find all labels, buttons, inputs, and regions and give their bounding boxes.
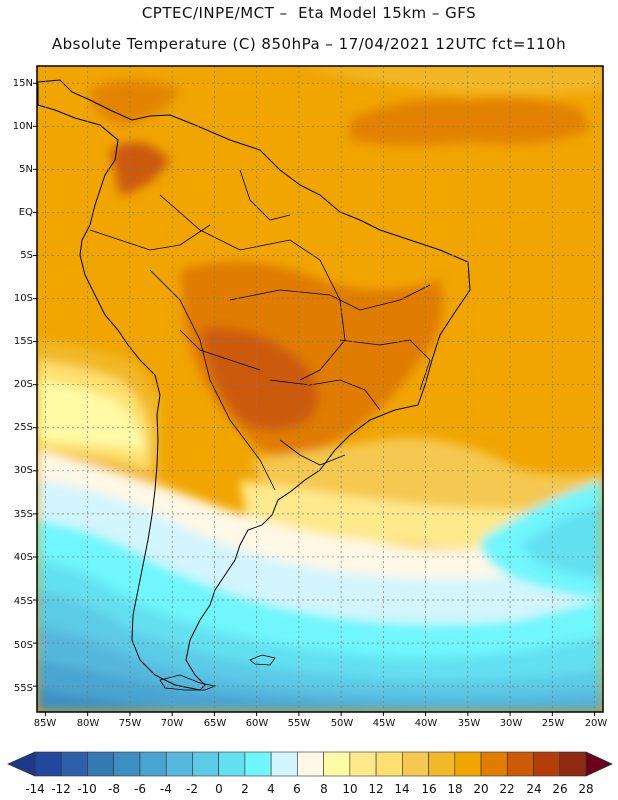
lat-tick-label: 15N	[13, 78, 33, 89]
lon-tick-label: 25W	[542, 718, 565, 729]
colorbar-label: -14	[25, 782, 45, 796]
lat-tick-label: 5N	[19, 164, 33, 175]
lat-tick-label: 35S	[14, 509, 33, 520]
colorbar-label: 10	[342, 782, 357, 796]
colorbar-label: -10	[77, 782, 97, 796]
map-frame	[36, 65, 604, 713]
country-border	[179, 329, 261, 371]
colorbar-label: 4	[267, 782, 275, 796]
lon-tick-label: 35W	[458, 718, 481, 729]
lat-tick-label: 45S	[14, 596, 33, 607]
lon-tick-label: 85W	[34, 718, 57, 729]
lon-tick-label: 80W	[77, 718, 100, 729]
colorbar-swatch	[297, 751, 324, 777]
colorbar-swatch	[34, 751, 62, 777]
colorbar-label: 20	[473, 782, 488, 796]
colorbar-swatch	[559, 751, 587, 777]
colorbar-swatch	[480, 751, 508, 777]
colorbar-label: 26	[552, 782, 567, 796]
lat-tick-label: 55S	[14, 683, 33, 694]
island-outline	[249, 654, 276, 666]
colorbar-swatch	[165, 751, 193, 777]
state-border	[339, 339, 431, 391]
state-border	[269, 379, 381, 411]
lon-tick-label: 55W	[288, 718, 311, 729]
state-border	[279, 439, 346, 466]
colorbar-label: -8	[108, 782, 120, 796]
map-subtitle: Absolute Temperature (C) 850hPa – 17/04/…	[51, 35, 567, 53]
colorbar-swatch	[87, 751, 115, 777]
colorbar-label: -6	[134, 782, 146, 796]
lat-tick-label: 40S	[14, 552, 33, 563]
colorbar: -14 -12 -10 -8 -6 -4 -2 0 2 4 6 8 10 12 …	[7, 751, 613, 796]
lat-tick-label: 20S	[14, 379, 33, 390]
lat-tick-label: 15S	[14, 336, 33, 347]
lat-tick-label: 50S	[14, 640, 33, 651]
colorbar-swatch	[192, 751, 219, 777]
colorbar-swatch	[454, 751, 482, 777]
colorbar-label: 18	[447, 782, 462, 796]
longitude-axis: 85W 80W 75W 70W 65W 60W 55W 50W 45W 40W …	[34, 718, 608, 729]
colorbar-swatch	[218, 751, 246, 777]
colorbar-label: 2	[241, 782, 249, 796]
lon-tick-label: 65W	[204, 718, 227, 729]
map-title: CPTEC/INPE/MCT – Eta Model 15km – GFS	[141, 4, 477, 22]
lon-tick-label: 20W	[585, 718, 608, 729]
colorbar-swatch	[270, 751, 298, 777]
colorbar-swatch	[428, 751, 456, 777]
colorbar-swatch	[139, 751, 167, 777]
colorbar-label: 22	[499, 782, 514, 796]
colorbar-swatch	[60, 751, 88, 777]
colorbar-labels: -14 -12 -10 -8 -6 -4 -2 0 2 4 6 8 10 12 …	[25, 782, 593, 796]
colorbar-label: 14	[394, 782, 409, 796]
colorbar-high-arrow	[585, 751, 613, 777]
colorbar-label: 28	[578, 782, 593, 796]
lon-tick-label: 75W	[119, 718, 142, 729]
colorbar-label: -2	[186, 782, 198, 796]
colorbar-swatch	[113, 751, 141, 777]
lon-tick-label: 40W	[415, 718, 438, 729]
colorbar-swatch	[349, 751, 377, 777]
country-border	[149, 269, 276, 491]
grid-lines	[33, 66, 603, 716]
colorbar-swatch	[506, 751, 534, 777]
colorbar-label: 24	[526, 782, 541, 796]
colorbar-label: 12	[368, 782, 383, 796]
lon-tick-label: 45W	[373, 718, 396, 729]
temperature-field	[37, 66, 603, 712]
colorbar-swatch	[323, 751, 351, 777]
lon-tick-label: 60W	[246, 718, 269, 729]
lon-tick-label: 70W	[161, 718, 184, 729]
lon-tick-label: 50W	[331, 718, 354, 729]
island-outline	[159, 674, 217, 691]
colorbar-swatch	[402, 751, 429, 777]
continent-outline	[37, 79, 471, 691]
lat-tick-label: 25S	[14, 422, 33, 433]
colorbar-label: 8	[320, 782, 328, 796]
lat-tick-label: 30S	[14, 465, 33, 476]
lat-tick-label: 10N	[13, 121, 33, 132]
country-border	[159, 194, 346, 381]
colorbar-label: 16	[421, 782, 436, 796]
colorbar-label: -12	[51, 782, 71, 796]
colorbar-low-arrow	[7, 751, 36, 777]
lat-tick-label: 5S	[20, 250, 33, 261]
country-border	[89, 224, 211, 251]
country-border	[239, 169, 291, 221]
colorbar-swatch	[533, 751, 561, 777]
lat-tick-label: EQ	[19, 207, 33, 218]
latitude-axis: 15N 10N 5N EQ 5S 10S 15S 20S 25S 30S 35S…	[13, 78, 33, 694]
colorbar-label: 0	[215, 782, 223, 796]
colorbar-swatches	[7, 751, 613, 777]
colorbar-swatch	[375, 751, 403, 777]
colorbar-label: -4	[160, 782, 172, 796]
lat-tick-label: 10S	[14, 293, 33, 304]
lon-tick-label: 30W	[500, 718, 523, 729]
colorbar-label: 6	[293, 782, 301, 796]
state-border	[229, 284, 431, 311]
colorbar-swatch	[244, 751, 272, 777]
